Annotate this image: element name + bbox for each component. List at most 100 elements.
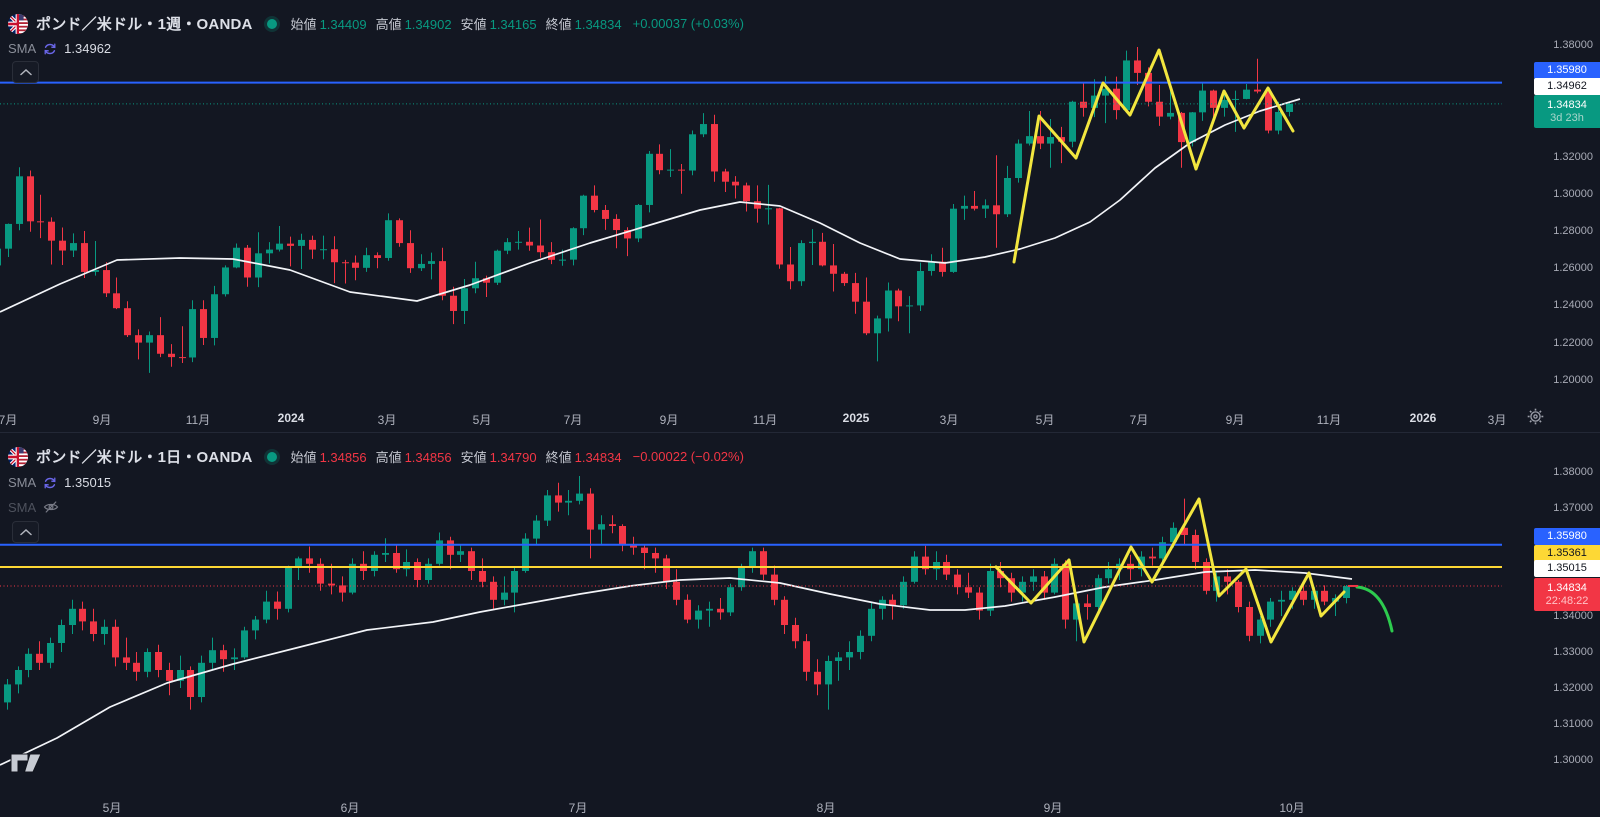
candle-body <box>522 538 529 571</box>
zigzag-drawing[interactable] <box>994 497 1346 644</box>
candle-body <box>331 249 338 263</box>
candle-body <box>1257 619 1264 636</box>
open-value: 1.34409 <box>319 17 367 32</box>
indicator-row-sma-weekly[interactable]: SMA 1.34962 <box>8 41 111 56</box>
candle-body <box>749 551 756 568</box>
candle-body <box>425 563 432 580</box>
high-value: 1.34856 <box>404 450 452 465</box>
candle-body <box>483 278 490 283</box>
indicator-row-sma-hidden[interactable]: SMA <box>8 499 59 515</box>
candle-body <box>765 208 772 210</box>
time-axis-month-label: 7月 <box>563 413 583 427</box>
candle-body <box>1289 590 1296 600</box>
sma-line[interactable] <box>0 569 1353 766</box>
indicator-row-sma-daily[interactable]: SMA 1.35015 <box>8 475 111 490</box>
candle-body <box>48 221 55 241</box>
panel-separator[interactable] <box>0 432 1600 433</box>
indicator-label-disabled[interactable]: SMA <box>8 499 37 515</box>
time-axis-daily[interactable]: 5月 6月 7月 8月 9月 10月 <box>0 779 1502 817</box>
candle-body <box>1030 576 1037 582</box>
eye-hidden-icon[interactable] <box>43 499 59 515</box>
symbol-title[interactable]: ポンド／米ドル・1週・OANDA <box>36 16 253 33</box>
candle-body <box>295 558 302 568</box>
candle-body <box>781 599 788 625</box>
blue-line-price-tag[interactable]: 1.35980 <box>1534 528 1600 545</box>
candle-body <box>1254 89 1261 92</box>
candle-body <box>1246 607 1253 636</box>
candle-body <box>501 592 508 600</box>
candle-body <box>976 592 983 611</box>
candle-body <box>371 554 378 571</box>
candle-body <box>37 221 44 223</box>
candle-body <box>652 553 659 559</box>
sync-loop-icon[interactable] <box>43 476 57 490</box>
price-tick-label: 1.32000 <box>1553 682 1593 694</box>
candle-body <box>189 309 196 358</box>
collapse-legend-button[interactable] <box>12 61 39 83</box>
last-price-tag: 1.34834 3d 23h <box>1534 95 1600 128</box>
sma-line[interactable] <box>0 98 1301 313</box>
candle-body <box>1073 603 1080 620</box>
candle-body <box>342 262 349 264</box>
high-label: 高値 <box>375 450 402 465</box>
time-axis-settings-gear-icon[interactable] <box>1524 405 1546 427</box>
candle-body <box>587 493 594 530</box>
indicator-label[interactable]: SMA <box>8 475 37 490</box>
candle-body <box>738 567 745 588</box>
price-tick-label: 1.20000 <box>1553 373 1593 386</box>
candle-body <box>36 653 43 663</box>
candle-body <box>306 558 313 564</box>
yellow-line-price-tag[interactable]: 1.35361 <box>1534 545 1600 562</box>
candle-body <box>255 253 262 278</box>
candle-body <box>393 553 400 570</box>
indicator-label[interactable]: SMA <box>8 41 37 56</box>
candle-body <box>209 650 216 663</box>
price-tick-label: 1.33000 <box>1553 646 1593 658</box>
candle-body <box>591 195 598 210</box>
change-value: −0.00022 (−0.02%) <box>632 449 744 464</box>
candle-body <box>1037 136 1044 144</box>
symbol-title[interactable]: ポンド／米ドル・1日・OANDA <box>36 449 253 466</box>
candle-body <box>25 653 32 670</box>
curve-drawing[interactable] <box>1355 585 1394 633</box>
candle-body <box>1181 527 1188 535</box>
candle-body <box>830 265 837 274</box>
low-value: 1.34165 <box>489 17 537 32</box>
price-tick-label: 1.32000 <box>1553 150 1593 163</box>
blue-line-price-tag[interactable]: 1.35980 <box>1534 62 1600 79</box>
gbpusd-flag-icon <box>8 13 28 34</box>
candle-body <box>450 295 457 311</box>
candle-body <box>635 204 642 239</box>
candle-body <box>1265 91 1272 131</box>
sync-loop-icon[interactable] <box>43 42 57 56</box>
price-scale-daily[interactable]: 1.38000 1.37000 1.34000 1.33000 1.32000 1.310… <box>1502 433 1600 817</box>
candle-body <box>403 562 410 570</box>
time-axis-month-label: 5月 <box>472 413 492 427</box>
low-label: 安値 <box>460 450 487 465</box>
price-tick-label: 1.26000 <box>1553 262 1593 275</box>
candle-body <box>15 670 22 685</box>
candle-body <box>447 540 454 555</box>
close-label: 終値 <box>545 450 572 465</box>
weekly-plot-layer[interactable] <box>0 47 1502 373</box>
gbpusd-flag-icon <box>8 446 28 467</box>
price-scale-weekly[interactable]: 1.38000 1.32000 1.30000 1.28000 1.26000 1.240… <box>1502 0 1600 433</box>
time-axis-weekly[interactable]: 7月 9月 11月 2024 3月 5月 7月 9月 11月 2025 3月 5月 7月 9月 11月 202… <box>0 401 1506 432</box>
candle-body <box>559 259 566 261</box>
zigzag-drawing[interactable] <box>1012 48 1295 264</box>
daily-plot-layer[interactable] <box>0 475 1502 766</box>
collapse-legend-button[interactable] <box>12 521 39 543</box>
high-value: 1.34902 <box>404 17 452 32</box>
candle-body <box>526 241 533 246</box>
candle-body <box>439 261 446 296</box>
candle-body <box>1149 556 1156 559</box>
candle-body <box>1210 90 1217 108</box>
candle-body <box>792 625 799 642</box>
candle-body <box>961 205 968 209</box>
candle-body <box>1267 601 1274 620</box>
tradingview-logo[interactable] <box>10 752 46 779</box>
candle-body <box>889 599 896 606</box>
candle-body <box>4 684 11 703</box>
open-label: 始値 <box>290 450 317 465</box>
